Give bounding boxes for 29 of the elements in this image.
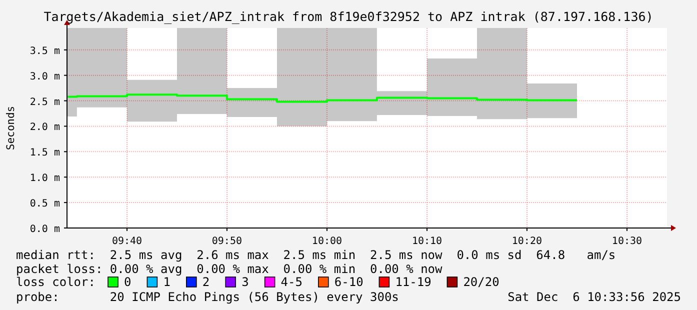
y-tick-label: 0.0 m — [30, 224, 60, 235]
x-tick-label: 09:50 — [212, 236, 242, 247]
text: packet loss: 0.00 % avg 0.00 % max 0.00 % min 0.00 % now — [16, 262, 444, 276]
legend-label: 1 — [163, 275, 170, 289]
legend-label: 6-10 — [334, 275, 364, 289]
x-tick-label: 10:30 — [612, 236, 642, 247]
text: median rtt: 2.5 ms avg 2.6 ms max 2.5 ms min 2.5 ms now 0.0 ms sd 64.8 am/s — [16, 248, 616, 262]
y-axis-title: Seconds — [5, 106, 17, 150]
y-tick-label: 2.0 m — [30, 122, 60, 134]
y-tick-label: 3.0 m — [30, 71, 60, 82]
y-tick-label: 1.5 m — [30, 148, 60, 159]
chart-title: Targets/Akademia_siet/APZ_intrak from 8f19e0f32952 to APZ intrak (87.197.168.136) — [44, 9, 654, 24]
y-tick-label: 2.5 m — [30, 96, 60, 108]
legend-title: loss color: — [16, 275, 96, 289]
y-tick-label: 3.5 m — [30, 46, 60, 57]
y-tick-label: 0.5 m — [30, 198, 60, 210]
x-tick-label: 10:00 — [312, 236, 342, 247]
legend-label: 11-19 — [395, 275, 432, 289]
x-tick-label: 10:20 — [512, 236, 542, 247]
x-tick-label: 09:40 — [112, 236, 142, 247]
legend-label: 2 — [202, 275, 210, 289]
legend-label: 4-5 — [280, 275, 302, 289]
x-tick-label: 10:10 — [412, 236, 442, 247]
legend-label: 3 — [242, 275, 249, 289]
y-tick-label: 1.0 m — [30, 173, 60, 184]
legend-label: 20/20 — [463, 275, 500, 289]
legend-label: 0 — [124, 275, 132, 289]
text: probe: 20 ICMP Echo Pings (56 Bytes) every 300s — [16, 290, 399, 304]
text: Sat Dec 6 10:33:56 2025 — [508, 290, 681, 304]
